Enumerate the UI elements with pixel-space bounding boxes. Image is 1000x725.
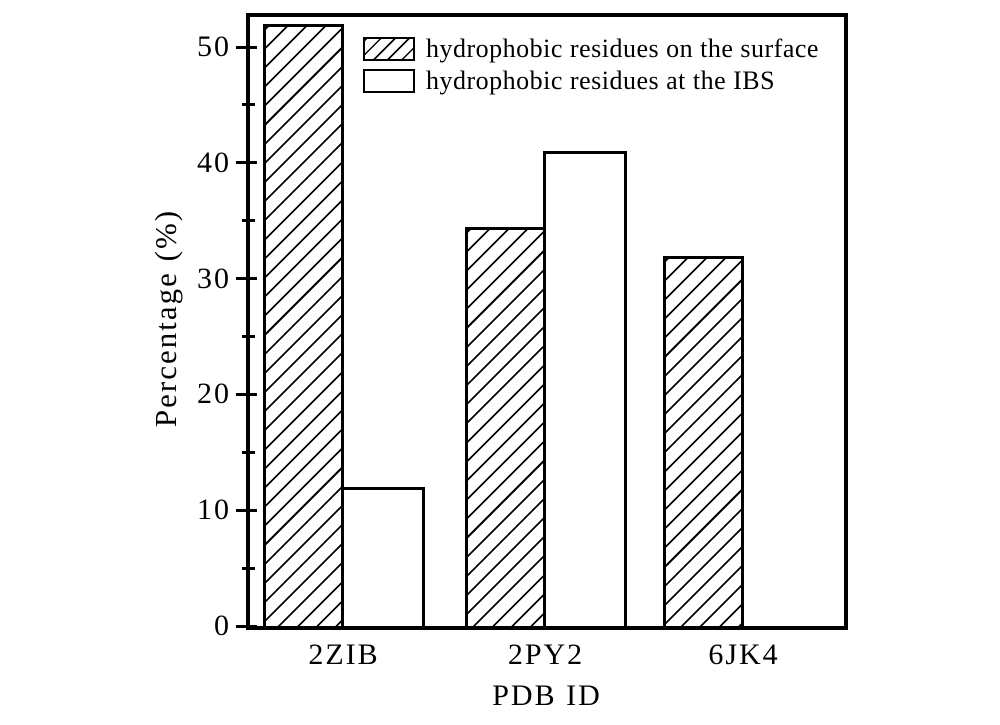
bar-2ZIB-ibs <box>341 487 425 626</box>
y-axis-major-tick <box>236 277 257 281</box>
y-axis-minor-tick <box>242 566 255 570</box>
legend-label: hydrophobic residues on the surface <box>426 34 819 63</box>
legend-entry: hydrophobic residues on the surface <box>363 34 819 63</box>
x-tick-label: 2PY2 <box>507 638 585 671</box>
legend-label: hydrophobic residues at the IBS <box>426 66 776 95</box>
y-axis-title: Percentage (%) <box>148 208 183 428</box>
plot-area: hydrophobic residues on the surface hydro… <box>246 13 848 630</box>
y-axis-minor-tick <box>242 335 255 339</box>
y-axis-major-tick <box>236 392 257 396</box>
bar-2ZIB-surface <box>263 24 344 626</box>
y-tick-label: 40 <box>197 145 231 179</box>
y-axis-minor-tick <box>242 219 255 223</box>
x-tick-label: 6JK4 <box>708 638 780 671</box>
x-axis-title: PDB ID <box>492 679 602 712</box>
y-axis-major-tick <box>236 161 257 165</box>
y-axis-minor-tick <box>242 103 255 107</box>
y-axis-major-tick <box>236 45 257 49</box>
y-tick-label: 50 <box>197 30 231 64</box>
x-tick-label: 2ZIB <box>308 638 380 671</box>
y-axis-major-tick <box>236 624 257 628</box>
y-tick-label: 20 <box>197 377 231 411</box>
y-tick-label: 10 <box>197 493 231 527</box>
bar-2PY2-surface <box>465 227 546 626</box>
y-axis-minor-tick <box>242 450 255 454</box>
legend-entry: hydrophobic residues at the IBS <box>363 66 819 95</box>
legend: hydrophobic residues on the surface hydro… <box>363 34 819 101</box>
y-axis-major-tick <box>236 508 257 512</box>
y-tick-label: 30 <box>197 261 231 295</box>
y-tick-label: 0 <box>214 609 231 642</box>
legend-swatch-hatched <box>363 37 415 61</box>
bar-6JK4-surface <box>663 256 744 626</box>
bar-2PY2-ibs <box>543 151 627 626</box>
legend-swatch-open <box>363 69 415 93</box>
